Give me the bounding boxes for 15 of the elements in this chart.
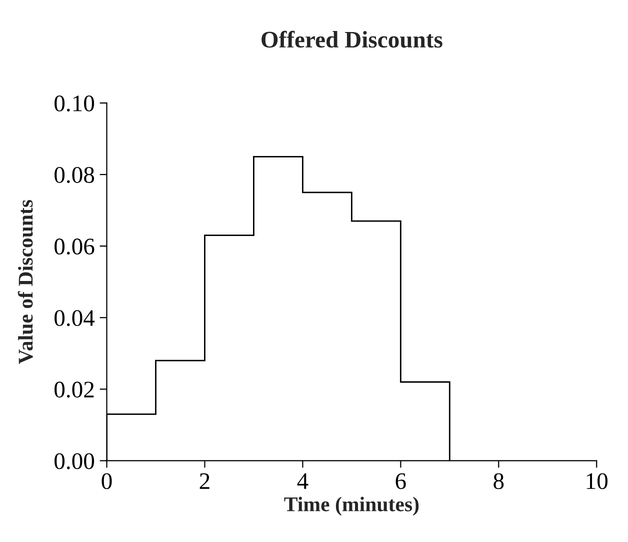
x-tick-label: 10 [586, 473, 608, 490]
x-tick-label: 2 [200, 473, 210, 489]
y-tick-label: 0.10 [54, 95, 94, 112]
x-tick-label: 6 [396, 473, 406, 490]
y-tick-label: 0.08 [54, 167, 94, 184]
chart-title: Offered Discounts [262, 30, 442, 48]
y-tick-label: 0.00 [54, 453, 94, 470]
x-axis-title: Time (minutes) [284, 496, 419, 516]
y-tick-label: 0.02 [54, 382, 94, 398]
y-tick-label: 0.06 [54, 238, 94, 255]
y-tick-label: 0.04 [54, 310, 95, 326]
x-tick-label: 4 [297, 473, 308, 489]
x-tick-label: 0 [102, 473, 112, 490]
y-axis-title: Value of Discounts [18, 200, 33, 364]
x-tick-label: 8 [494, 473, 504, 490]
